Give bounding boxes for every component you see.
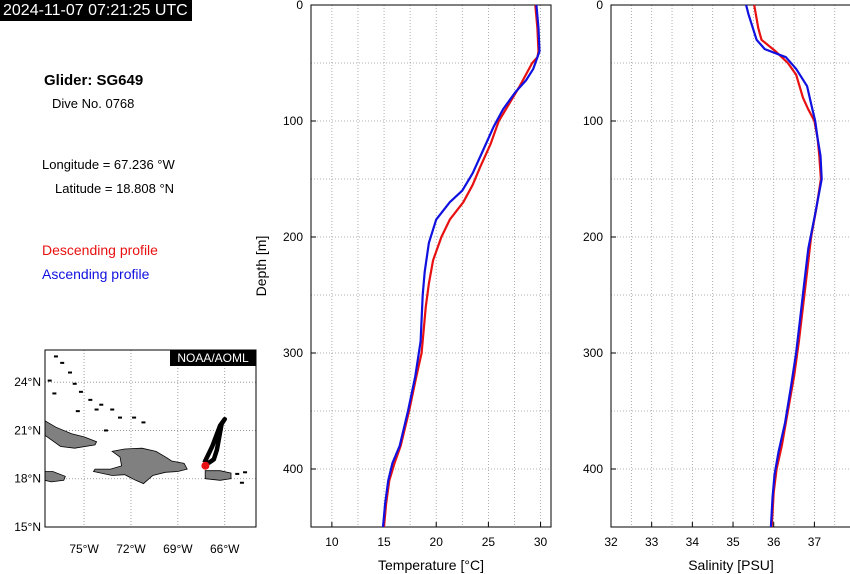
timestamp-badge: 2024-11-07 07:21:25 UTC [0,0,192,21]
salinity-y-tick-label: 0 [596,0,603,12]
temperature-y-tick-label: 300 [283,346,303,360]
map-landmass [44,420,98,449]
salinity-y-tick-label: 100 [583,114,603,128]
map-small-island [94,408,99,411]
salinity-x-tick-label: 37 [808,535,822,549]
temperature-y-tick-label: 100 [283,114,303,128]
map-small-island [68,371,73,374]
map-small-island [243,471,248,474]
salinity-chart: 32 33 34 35 36 37 0 100 200 300 400 Salinity [PSU] [583,0,850,573]
temperature-y-tick-label: 400 [283,462,303,476]
salinity-x-tick-label: 35 [726,535,740,549]
salinity-y-tick-label: 300 [583,346,603,360]
salinity-plot-frame [610,4,850,528]
temperature-y-tick-label: 200 [283,230,303,244]
map-frame [44,349,257,528]
latitude-readout: Latitude = 18.808 °N [55,181,175,196]
temperature-x-tick-label: 30 [534,535,548,549]
salinity-y-tick-label: 400 [583,462,603,476]
glider-position-marker [201,461,210,470]
map-lat-label: 21°N [14,423,41,437]
map-small-island [141,421,146,424]
map-small-island [118,416,123,419]
salinity-x-tick-label: 32 [604,535,618,549]
map-small-island [53,355,58,358]
temperature-plot-frame [310,4,552,528]
map-small-island [235,472,240,475]
map-small-island [88,398,93,401]
map-small-island [75,410,80,413]
map-small-island [239,481,244,484]
map-small-island [60,361,65,364]
temperature-x-tick-label: 10 [325,535,339,549]
legend-ascending: Ascending profile [42,266,150,282]
temperature-y-tick-label: 0 [296,0,303,12]
map-badge-background [170,350,256,366]
salinity-y-tick-label: 200 [583,230,603,244]
map-lon-label: 75°W [69,542,99,556]
salinity-ascending-line [745,4,823,528]
map-lon-label: 66°W [210,542,240,556]
inset-map: NOAA/AOML 24°N 21°N 18°N 15°N 75°W 72°W 69°W 66°… [14,349,257,556]
legend-descending: Descending profile [42,242,158,258]
dive-number: Dive No. 0768 [52,96,135,111]
map-badge: NOAA/AOML [177,351,249,365]
map-small-island [103,429,108,432]
map-small-island [110,408,115,411]
salinity-x-tick-label: 33 [645,535,659,549]
map-small-island [52,392,57,395]
salinity-descending-line [753,4,823,528]
salinity-x-axis-title: Salinity [PSU] [688,557,774,573]
glider-track [202,416,227,465]
map-small-island [99,403,104,406]
map-lon-label: 72°W [116,542,146,556]
salinity-x-tick-label: 34 [686,535,700,549]
map-small-island [132,416,137,419]
map-small-island [72,382,77,385]
salinity-x-tick-label: 36 [767,535,781,549]
temperature-x-axis-title: Temperature [°C] [378,557,484,573]
map-lat-label: 18°N [14,472,41,486]
longitude-readout: Longitude = 67.236 °W [42,157,175,172]
glider-title: Glider: SG649 [44,72,144,89]
map-landmass [92,447,188,485]
map-lat-label: 24°N [14,375,41,389]
map-small-island [78,390,83,393]
map-small-island [47,379,52,382]
map-lat-label: 15°N [14,520,41,534]
temperature-ascending-line [381,4,541,528]
temperature-descending-line [382,4,540,528]
temperature-x-tick-label: 20 [430,535,444,549]
temperature-x-tick-label: 15 [377,535,391,549]
map-lon-label: 69°W [163,542,193,556]
temperature-y-axis-title: Depth [m] [253,236,269,297]
map-landmass [204,470,232,481]
temperature-x-tick-label: 25 [482,535,496,549]
